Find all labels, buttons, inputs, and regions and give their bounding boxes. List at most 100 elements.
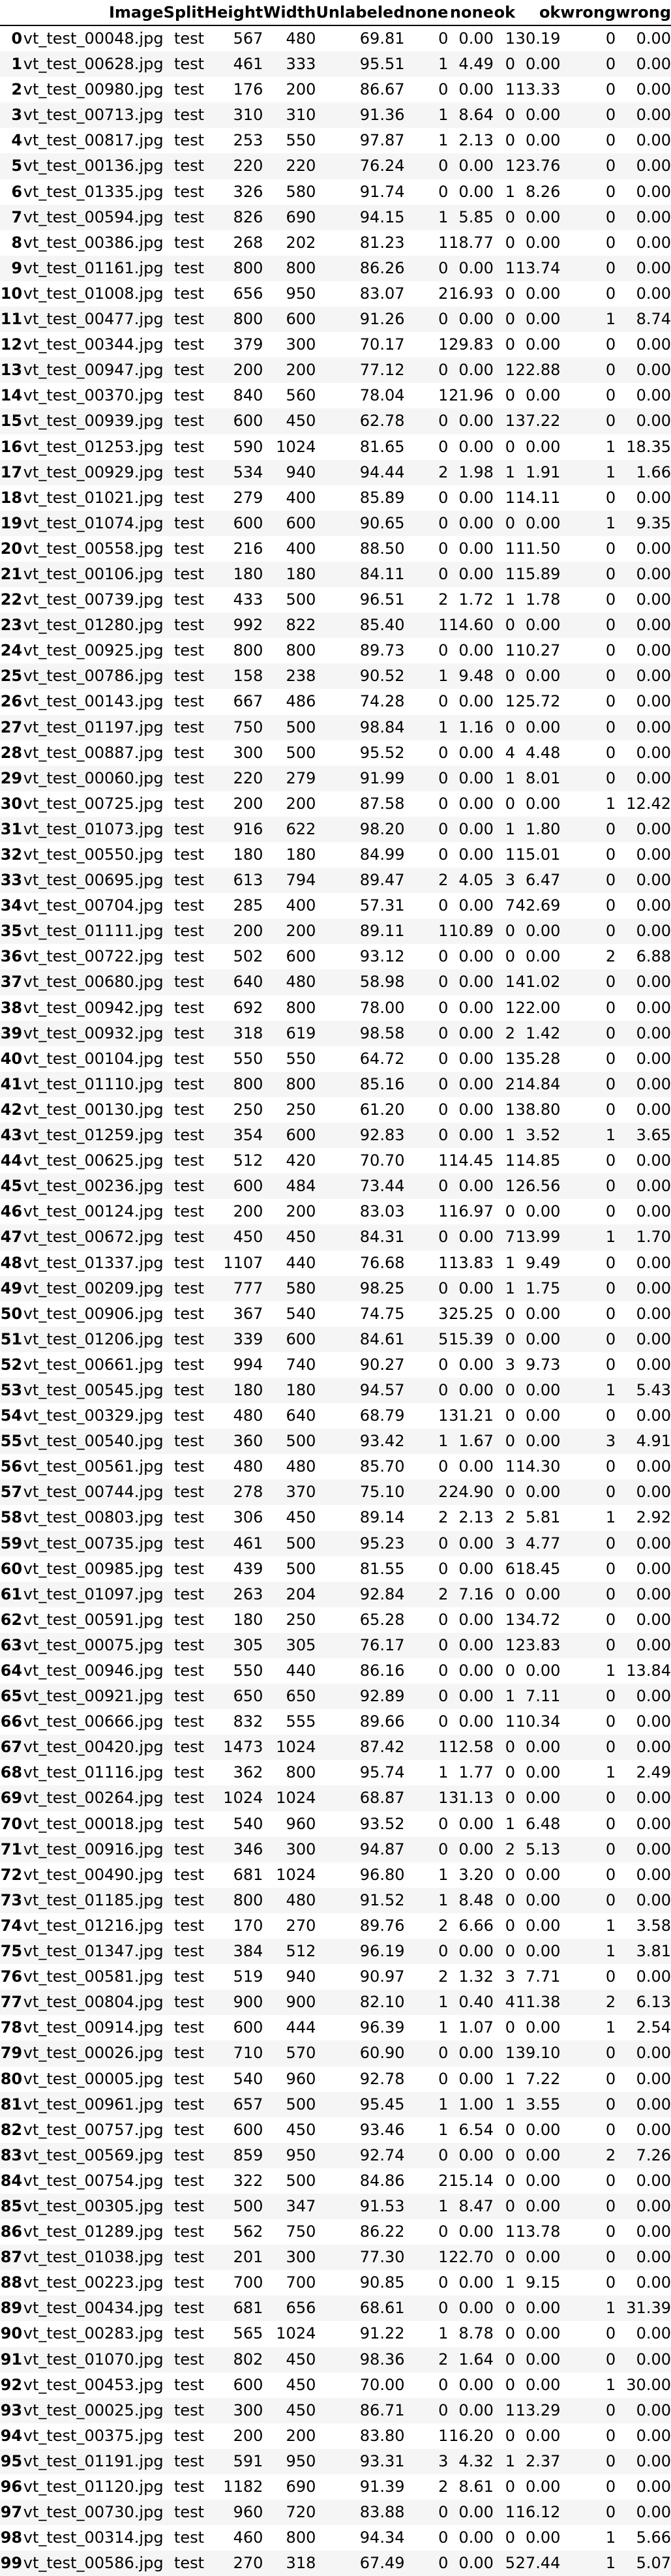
width-cell: 250: [286, 1610, 316, 1629]
width-cell: 180: [263, 561, 316, 588]
table-row: 13 vt_test_00947.jpg test 200 200 77.12 0 0.00 1…: [0, 357, 671, 384]
wrong-pct-cell: 0.00: [616, 2397, 671, 2423]
unlabeled-cell: 57.31: [359, 896, 405, 915]
table-row: 34 vt_test_00704.jpg test 285 400 57.31 0 0.00 7…: [0, 893, 671, 918]
none-count-cell: 0: [438, 998, 449, 1017]
row-index: 25: [0, 663, 23, 689]
table-row: 67 vt_test_00420.jpg test 1473 1024 87.42 1 12.…: [0, 1735, 671, 1761]
table-row: 55 vt_test_00540.jpg test 360 500 93.42 1 1.67 0…: [0, 1429, 671, 1455]
unlabeled-cell: 98.20: [316, 816, 405, 842]
none-pct-cell: 0.00: [458, 794, 494, 813]
image-cell: vt_test_00305.jpg: [22, 2193, 164, 2220]
none-pct-cell: 4.05: [448, 868, 494, 894]
split-cell: test: [163, 613, 205, 639]
row-index: 59: [0, 1530, 23, 1556]
image-cell: vt_test_00939.jpg: [22, 408, 164, 434]
ok-pct-cell: 23.76: [515, 153, 561, 179]
wrong-pct-cell: 0.00: [616, 2040, 671, 2067]
wrong-pct-cell: 0.00: [636, 335, 671, 354]
wrong-pct-cell: 0.00: [636, 845, 671, 864]
height-cell: 802: [204, 2346, 263, 2372]
wrong-pct-cell: 5.43: [616, 1377, 671, 1404]
table-row: 63 vt_test_00075.jpg test 305 305 76.17 0 0.00 1…: [0, 1632, 671, 1658]
ok-count-cell: 0: [505, 2018, 516, 2037]
col-header-width: Width: [263, 0, 316, 26]
ok-pct-cell: 14.11: [515, 488, 561, 507]
image-cell: vt_test_00026.jpg: [22, 2040, 164, 2067]
image-cell: vt_test_00264.jpg: [22, 1785, 164, 1811]
height-cell: 657: [204, 2091, 263, 2117]
table-row: 28 vt_test_00887.jpg test 300 500 95.52 0 0.00 4…: [0, 740, 671, 766]
wrong-count-cell: 0: [605, 1202, 616, 1221]
split-cell: test: [163, 52, 205, 78]
row-index: 70: [0, 1814, 23, 1833]
image-cell: vt_test_00625.jpg: [23, 1151, 164, 1170]
split-cell: test: [163, 1326, 205, 1352]
ok-pct-cell: 0.00: [525, 947, 561, 966]
split-cell: test: [173, 1661, 205, 1680]
image-cell: vt_test_01335.jpg: [23, 182, 164, 201]
image-cell: vt_test_01289.jpg: [23, 2222, 164, 2241]
width-cell: 570: [263, 2040, 316, 2067]
height-cell: 519: [233, 1967, 263, 1986]
wrong-count-cell: 0: [560, 1479, 616, 1506]
image-cell: vt_test_00921.jpg: [22, 1684, 164, 1710]
none-count-cell: 1: [438, 1763, 449, 1782]
height-cell: 800: [204, 255, 263, 281]
ok-count-cell: 1: [505, 1151, 516, 1170]
row-index: 27: [0, 714, 23, 740]
image-cell: vt_test_01116.jpg: [23, 1763, 164, 1782]
width-cell: 444: [286, 2018, 316, 2037]
ok-count-cell: 1: [493, 1123, 516, 1149]
ok-pct-cell: 8.01: [515, 765, 561, 791]
split-cell: test: [163, 1530, 205, 1556]
height-cell: 1107: [223, 1253, 263, 1272]
image-cell: vt_test_00558.jpg: [23, 539, 164, 558]
ok-pct-cell: 0.00: [525, 335, 561, 354]
split-cell: test: [163, 1275, 205, 1301]
unlabeled-cell: 85.40: [316, 613, 405, 639]
none-count-cell: 1: [404, 663, 449, 689]
wrong-count-cell: 0: [605, 2171, 616, 2190]
wrong-pct-cell: 0.00: [636, 1151, 671, 1170]
ok-pct-cell: 11.38: [515, 1990, 561, 2016]
image-cell: vt_test_00713.jpg: [22, 102, 164, 129]
none-pct-cell: 14.45: [449, 1151, 494, 1170]
ok-pct-cell: 0.00: [515, 1735, 561, 1761]
ok-count-cell: 2: [493, 1071, 516, 1097]
none-count-cell: 1: [438, 2018, 449, 2037]
unlabeled-cell: 95.23: [316, 1530, 405, 1556]
ok-pct-cell: 0.00: [515, 1429, 561, 1455]
split-cell: test: [173, 335, 205, 354]
none-pct-cell: 0.00: [458, 29, 494, 48]
table-row: 43 vt_test_01259.jpg test 354 600 92.83 0 0.00 1…: [0, 1123, 671, 1149]
ok-pct-cell: 7.22: [525, 2069, 561, 2088]
row-index: 83: [0, 2142, 23, 2168]
row-index: 53: [0, 1377, 23, 1404]
none-pct-cell: 8.48: [448, 1887, 494, 1913]
row-index: 91: [0, 2346, 23, 2372]
ok-count-cell: 1: [505, 488, 516, 507]
table-row: 62 vt_test_00591.jpg test 180 250 65.28 0 0.00 1…: [0, 1607, 671, 1633]
unlabeled-cell: 86.22: [359, 2222, 405, 2241]
row-index: 73: [0, 1887, 23, 1913]
ok-count-cell: 0: [505, 335, 516, 354]
height-cell: 591: [204, 2448, 263, 2474]
split-cell: test: [163, 2245, 205, 2271]
split-cell: test: [163, 357, 205, 384]
image-cell: vt_test_00545.jpg: [22, 1377, 164, 1404]
none-count-cell: 1: [404, 2193, 449, 2220]
image-cell: vt_test_00561.jpg: [23, 1457, 164, 1476]
table-row: 66 vt_test_00666.jpg test 832 555 89.66 0 0.00 1…: [0, 1709, 671, 1735]
height-cell: 200: [204, 357, 263, 384]
wrong-pct-cell: 0.00: [616, 1684, 671, 1710]
width-cell: 600: [263, 1326, 316, 1352]
row-index: 49: [0, 1275, 23, 1301]
width-cell: 450: [286, 2375, 316, 2394]
none-count-cell: 2: [438, 590, 449, 609]
ok-pct-cell: 0.00: [525, 1304, 561, 1323]
wrong-pct-cell: 3.65: [616, 1123, 671, 1149]
unlabeled-cell: 98.36: [316, 2346, 405, 2372]
none-pct-cell: 0.00: [448, 2040, 494, 2067]
ok-count-cell: 0: [493, 510, 516, 536]
